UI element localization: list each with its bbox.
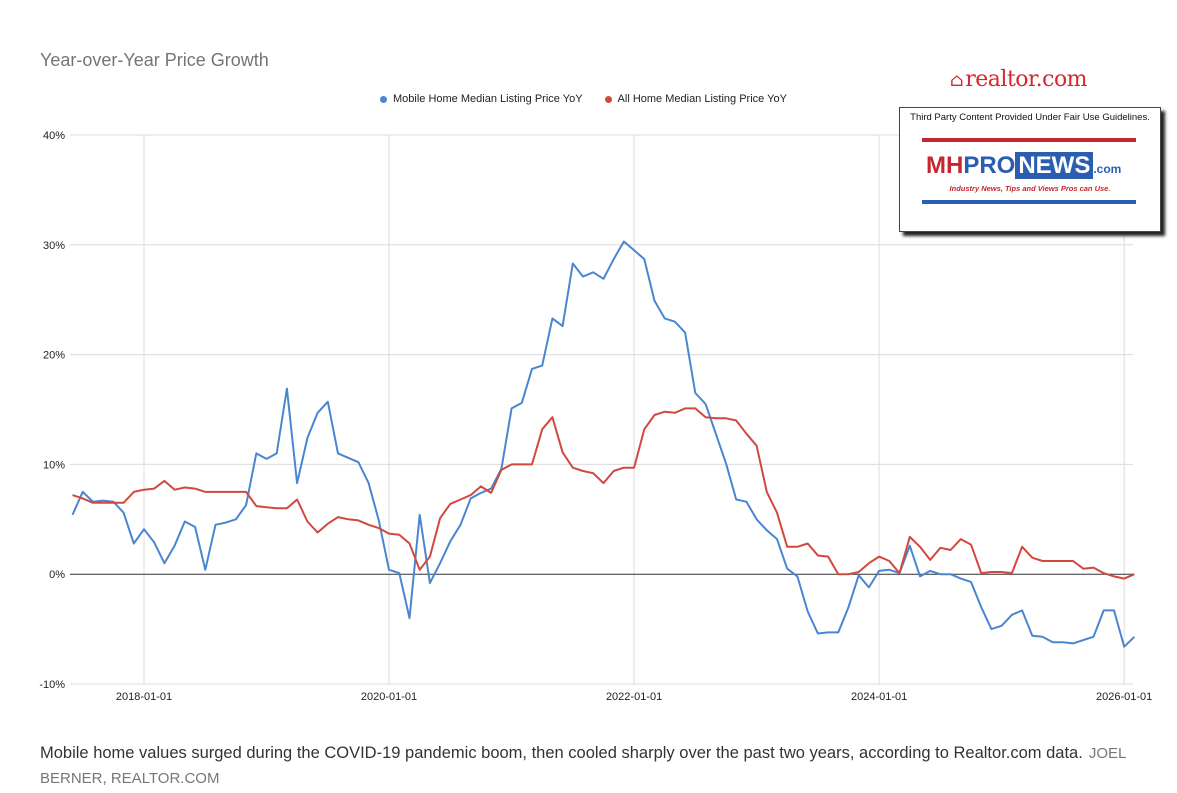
- y-tick-label: 40%: [43, 130, 65, 142]
- realtor-logo: ⌂realtor.com: [950, 67, 1088, 92]
- y-tick-label: 10%: [43, 459, 65, 471]
- x-tick-label: 2022-01-01: [606, 691, 662, 703]
- realtor-logo-text: realtor.com: [965, 67, 1088, 92]
- series-line-mobile-home: [71, 240, 1136, 648]
- legend-label: Mobile Home Median Listing Price YoY: [393, 93, 583, 105]
- x-tick-label: 2018-01-01: [116, 691, 172, 703]
- fair-use-notice: Third Party Content Provided Under Fair …: [910, 112, 1150, 123]
- chart-title: Year-over-Year Price Growth: [40, 50, 269, 70]
- photo-credit: JOEL BERNER, REALTOR.COM: [40, 745, 1126, 787]
- x-tick-label: 2026-01-01: [1096, 691, 1152, 703]
- mhpronews-logo: MHPRO NEWS .com: [926, 152, 1122, 179]
- house-icon: ⌂: [950, 70, 964, 91]
- legend-label: All Home Median Listing Price YoY: [617, 93, 787, 105]
- legend-item-all-home: All Home Median Listing Price YoY: [604, 93, 787, 105]
- legend: Mobile Home Median Listing Price YoY All…: [380, 93, 787, 105]
- legend-swatch-blue: [380, 95, 387, 103]
- y-tick-label: -10%: [39, 679, 65, 691]
- caption: Mobile home values surged during the COV…: [40, 741, 1170, 791]
- x-tick-label: 2020-01-01: [361, 691, 417, 703]
- blue-rule: [922, 200, 1136, 204]
- y-tick-label: 20%: [43, 350, 65, 362]
- series-line-all-home: [72, 407, 1135, 580]
- y-tick-label: 0%: [49, 569, 65, 581]
- caption-text: Mobile home values surged during the COV…: [40, 744, 1083, 762]
- mhpronews-badge: Third Party Content Provided Under Fair …: [899, 107, 1161, 232]
- legend-item-mobile-home: Mobile Home Median Listing Price YoY: [380, 93, 583, 105]
- red-rule: [922, 138, 1136, 142]
- legend-swatch-red: [604, 95, 612, 103]
- y-tick-label: 30%: [43, 240, 65, 252]
- x-tick-label: 2024-01-01: [851, 691, 907, 703]
- mhpronews-tagline: Industry News, Tips and Views Pros can U…: [949, 184, 1111, 193]
